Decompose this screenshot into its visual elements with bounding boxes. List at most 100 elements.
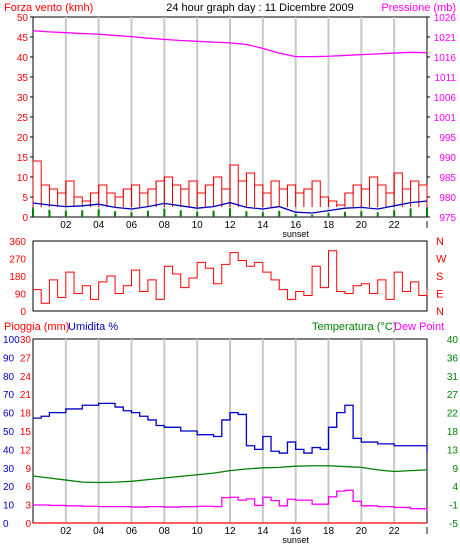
humidity-line [33, 402, 428, 454]
x-tick-label: I [426, 220, 429, 231]
wind-speed-bar [163, 208, 166, 217]
direction-y-tick: 0 [20, 307, 26, 318]
wind-y-tick: 0 [22, 213, 28, 224]
temperature-y-tick: 36 [447, 353, 459, 364]
wind-speed-bar [114, 211, 117, 217]
direction-y-tick: 180 [9, 272, 26, 283]
pressure-y-tick: 980 [439, 193, 456, 204]
rain-y-tick: 0 [25, 519, 31, 530]
wind-direction-line [33, 250, 428, 304]
humidity-y-tick: 90 [3, 353, 15, 364]
wind-speed-bar [426, 207, 428, 217]
wind-y-tick: 30 [17, 93, 29, 104]
x-tick-label: 06 [126, 526, 138, 537]
temperature-y-tick: 31 [447, 372, 459, 383]
rain-y-tick: 6 [25, 482, 31, 493]
pressure-y-tick: 1026 [434, 13, 457, 24]
humidity-axis-label: Umidita % [68, 321, 118, 333]
pressure-y-tick: 990 [439, 153, 456, 164]
wind-speed-bar [311, 214, 314, 217]
wind-speed-bar [409, 208, 412, 217]
x-tick-label: 20 [356, 526, 368, 537]
x-tick-label: 20 [356, 220, 368, 231]
temperature-y-tick: -5 [449, 519, 458, 530]
rain-y-tick: 24 [20, 372, 32, 383]
x-tick-label: 18 [323, 526, 335, 537]
wind-speed-bar [97, 209, 100, 217]
x-tick-label: 06 [126, 220, 138, 231]
wind-y-tick: 40 [17, 53, 29, 64]
x-tick-label: 18 [323, 220, 335, 231]
wind-speed-bar [212, 210, 215, 217]
wind-speed-bar [179, 210, 182, 217]
x-tick-label: 02 [60, 220, 72, 231]
temperature-line [32, 465, 428, 484]
compass-label: N [436, 236, 444, 248]
direction-y-tick: 360 [9, 237, 26, 248]
temperature-y-tick: 9 [452, 464, 458, 475]
wind-y-tick: 45 [17, 33, 29, 44]
x-tick-label: 12 [224, 220, 236, 231]
wind-speed-bar [229, 208, 231, 217]
temperature-y-tick: 22 [447, 409, 459, 420]
wind-speed-bar [261, 212, 264, 217]
humidity-y-tick: 20 [3, 482, 15, 493]
dewpoint-line [33, 489, 428, 512]
dewpoint-axis-label: Dew Point [394, 321, 444, 333]
humidity-y-tick: 100 [3, 335, 20, 346]
pressure-y-tick: 985 [439, 173, 456, 184]
wind-axis-label: Forza vento (kmh) [4, 2, 93, 14]
x-tick-label: 10 [192, 526, 204, 537]
rain-y-tick: 15 [20, 427, 32, 438]
wind-speed-bar [130, 212, 133, 217]
x-tick-label: 10 [192, 220, 204, 231]
pressure-y-tick: 1011 [434, 73, 456, 84]
pressure-y-tick: 995 [439, 133, 456, 144]
pressure-axis-label: Pressione (mb) [381, 2, 456, 14]
wind-y-tick: 15 [17, 153, 29, 164]
rain-y-tick: 27 [20, 353, 32, 364]
compass-label: E [436, 289, 443, 301]
x-tick-label: 22 [389, 526, 401, 537]
wind-speed-bar [196, 211, 199, 217]
wind-speed-bar [146, 210, 149, 217]
sunset-label: sunset [282, 229, 309, 239]
wind-speed-bar [48, 209, 51, 217]
x-tick-label: 22 [389, 220, 401, 231]
wind-y-tick: 35 [17, 73, 29, 84]
temperature-y-tick: 40 [447, 335, 459, 346]
wind-avg-line [32, 200, 428, 214]
wind-speed-bar [294, 214, 297, 217]
humidity-y-tick: 80 [3, 372, 15, 383]
wind-speed-bar [278, 210, 281, 217]
chart-title: 24 hour graph day : 11 Dicembre 2009 [166, 2, 354, 14]
x-tick-label: 12 [224, 526, 236, 537]
wind-y-tick: 20 [17, 133, 29, 144]
x-tick-label: 04 [93, 526, 105, 537]
wind-gust-line [33, 160, 428, 206]
wind-speed-bar [327, 213, 330, 217]
x-tick-label: 02 [60, 526, 72, 537]
pressure-y-tick: 1021 [434, 33, 457, 44]
pressure-y-tick: 1016 [434, 53, 457, 64]
pressure-y-tick: 1001 [434, 113, 457, 124]
rain-y-tick: 9 [25, 464, 31, 475]
wind-speed-bar [376, 212, 379, 217]
humidity-y-tick: 50 [3, 427, 15, 438]
x-tick-label: 04 [93, 220, 105, 231]
rain-axis-label: Pioggia (mm) [4, 321, 69, 333]
compass-label: S [436, 271, 443, 283]
wind-y-tick: 50 [17, 13, 29, 24]
temperature-axis-label: Temperatura (°C) [312, 321, 396, 333]
sunset-label: sunset [282, 535, 309, 545]
direction-y-tick: 90 [15, 290, 27, 301]
temperature-y-tick: 27 [447, 390, 459, 401]
x-tick-label: 16 [290, 526, 302, 537]
compass-label: N [436, 306, 444, 318]
wind-speed-bar [64, 210, 67, 217]
wind-speed-bar [81, 210, 84, 217]
x-tick-label: 16 [290, 220, 302, 231]
direction-panel-frame [32, 240, 428, 312]
rain-y-tick: 12 [20, 445, 32, 456]
